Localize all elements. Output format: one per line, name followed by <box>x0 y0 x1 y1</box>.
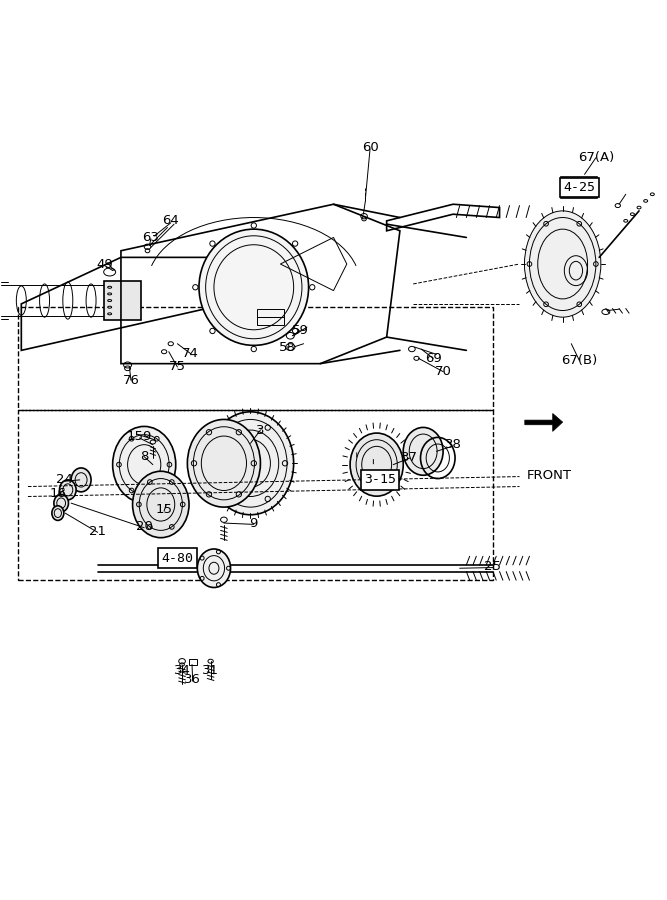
Text: 49: 49 <box>96 257 113 271</box>
Text: 24: 24 <box>56 473 73 486</box>
Bar <box>257 310 283 317</box>
Text: 64: 64 <box>162 214 179 228</box>
Ellipse shape <box>71 468 91 491</box>
Text: 37: 37 <box>402 452 418 464</box>
Ellipse shape <box>113 427 175 503</box>
Text: 3-15: 3-15 <box>364 473 396 486</box>
Text: 63: 63 <box>142 231 159 244</box>
Text: 70: 70 <box>435 365 452 378</box>
Text: 15: 15 <box>155 503 173 517</box>
Bar <box>257 317 283 325</box>
Ellipse shape <box>54 494 69 512</box>
Text: 3: 3 <box>256 424 265 436</box>
Text: 34: 34 <box>173 664 191 677</box>
Text: 25: 25 <box>484 560 502 572</box>
Ellipse shape <box>404 428 443 475</box>
Bar <box>104 281 141 320</box>
Ellipse shape <box>207 412 293 515</box>
Ellipse shape <box>187 419 260 507</box>
Text: 69: 69 <box>425 352 442 365</box>
Polygon shape <box>525 413 563 431</box>
Text: 59: 59 <box>292 324 309 337</box>
Ellipse shape <box>197 549 231 588</box>
Text: 75: 75 <box>169 361 186 374</box>
Text: 4-25: 4-25 <box>565 181 594 194</box>
Text: 159: 159 <box>127 430 152 443</box>
Text: 74: 74 <box>182 347 199 360</box>
Text: FRONT: FRONT <box>527 469 572 482</box>
Bar <box>189 659 197 664</box>
Text: 67(A): 67(A) <box>578 151 614 164</box>
Ellipse shape <box>52 506 64 520</box>
Text: 8: 8 <box>140 450 148 464</box>
Ellipse shape <box>199 230 309 346</box>
Text: 9: 9 <box>249 517 258 529</box>
Text: 38: 38 <box>445 438 462 451</box>
Text: 58: 58 <box>279 340 295 354</box>
Text: 36: 36 <box>184 672 201 686</box>
Text: 20: 20 <box>136 520 153 533</box>
Text: 16: 16 <box>49 487 66 500</box>
Ellipse shape <box>133 472 189 537</box>
Text: 60: 60 <box>362 141 378 154</box>
Ellipse shape <box>350 433 404 496</box>
Text: 76: 76 <box>123 374 139 387</box>
Ellipse shape <box>524 211 601 317</box>
Text: 4-25: 4-25 <box>563 181 595 194</box>
Ellipse shape <box>59 480 76 500</box>
Text: 31: 31 <box>202 664 219 677</box>
Text: 67(B): 67(B) <box>561 354 598 367</box>
Text: 4-80: 4-80 <box>161 552 193 565</box>
Text: 21: 21 <box>89 525 106 537</box>
